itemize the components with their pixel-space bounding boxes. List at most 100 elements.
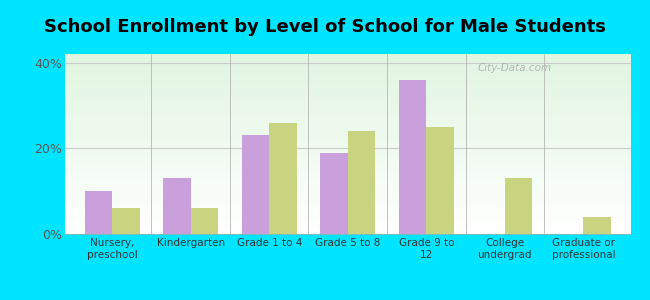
Bar	[65, 187, 630, 189]
Bar	[65, 56, 630, 58]
Bar	[65, 196, 630, 198]
Bar	[65, 103, 630, 104]
Bar	[65, 180, 630, 182]
Bar	[65, 203, 630, 205]
Bar	[65, 124, 630, 126]
Bar	[65, 220, 630, 221]
Bar	[65, 72, 630, 74]
Bar	[190, 208, 218, 234]
Bar	[65, 158, 630, 160]
Bar	[65, 74, 630, 76]
Bar	[65, 130, 630, 131]
Bar	[65, 193, 630, 194]
Bar	[65, 112, 630, 113]
Bar	[65, 198, 630, 200]
Bar	[65, 115, 630, 117]
Bar	[65, 83, 630, 85]
Bar	[65, 200, 630, 202]
Bar	[65, 58, 630, 59]
Bar	[65, 202, 630, 203]
Bar	[65, 133, 630, 135]
Bar	[65, 117, 630, 119]
Bar	[65, 97, 630, 99]
Bar	[65, 221, 630, 223]
Bar	[65, 212, 630, 214]
Bar	[269, 123, 296, 234]
Bar	[65, 230, 630, 232]
Bar	[65, 86, 630, 88]
Bar	[65, 211, 630, 212]
Bar	[65, 94, 630, 95]
Bar	[65, 137, 630, 139]
Bar	[399, 80, 426, 234]
Bar	[65, 227, 630, 229]
Bar	[65, 232, 630, 234]
Bar	[65, 81, 630, 83]
Bar	[65, 88, 630, 90]
Bar	[65, 63, 630, 65]
Bar	[65, 185, 630, 187]
Bar	[65, 216, 630, 218]
Bar	[505, 178, 532, 234]
Bar	[65, 148, 630, 149]
Bar	[65, 54, 630, 56]
Bar	[348, 131, 375, 234]
Bar	[65, 155, 630, 157]
Bar	[65, 104, 630, 106]
Bar	[65, 178, 630, 180]
Bar	[65, 77, 630, 79]
Bar	[65, 153, 630, 155]
Bar	[65, 149, 630, 151]
Bar	[65, 184, 630, 185]
Bar	[65, 167, 630, 169]
Bar	[65, 119, 630, 121]
Bar	[65, 128, 630, 130]
Bar	[65, 169, 630, 171]
Bar	[65, 157, 630, 158]
Text: City-Data.com: City-Data.com	[478, 63, 552, 73]
Bar	[65, 67, 630, 68]
Bar	[65, 160, 630, 162]
Bar	[65, 106, 630, 108]
Bar	[65, 171, 630, 173]
Bar	[65, 144, 630, 146]
Bar	[65, 122, 630, 124]
Bar	[65, 189, 630, 191]
Bar	[65, 166, 630, 167]
Bar	[65, 90, 630, 92]
Bar	[65, 176, 630, 178]
Bar	[65, 113, 630, 115]
Bar	[65, 108, 630, 110]
Bar	[65, 59, 630, 61]
Bar	[65, 92, 630, 94]
Bar	[65, 135, 630, 137]
Bar	[65, 146, 630, 148]
Bar	[320, 153, 348, 234]
Bar	[65, 95, 630, 97]
Bar	[65, 139, 630, 140]
Bar	[65, 140, 630, 142]
Bar	[65, 162, 630, 164]
Bar	[65, 173, 630, 175]
Bar	[65, 65, 630, 67]
Bar	[65, 229, 630, 230]
Bar	[65, 70, 630, 72]
Bar	[65, 164, 630, 166]
Bar	[65, 223, 630, 225]
Bar	[163, 178, 190, 234]
Bar	[65, 194, 630, 196]
Bar	[65, 142, 630, 144]
Bar	[65, 225, 630, 227]
Bar	[65, 151, 630, 153]
Bar	[65, 175, 630, 176]
Bar	[65, 110, 630, 112]
Bar	[584, 217, 611, 234]
Bar	[65, 121, 630, 122]
Bar	[65, 207, 630, 209]
Bar	[65, 209, 630, 211]
Bar	[65, 85, 630, 86]
Bar	[65, 218, 630, 220]
Bar	[65, 214, 630, 216]
Bar	[65, 79, 630, 81]
Bar	[242, 135, 269, 234]
